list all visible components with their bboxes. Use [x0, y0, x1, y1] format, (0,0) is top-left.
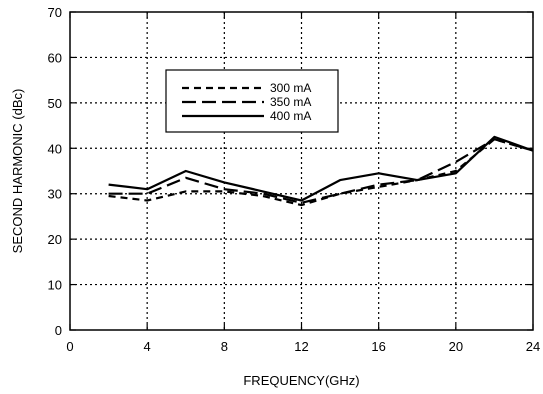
y-tick-label: 50 — [48, 96, 62, 111]
axis-ticks — [69, 11, 534, 331]
grid-lines — [70, 12, 533, 330]
x-tick-label: 12 — [294, 339, 308, 354]
y-axis-title: SECOND HARMONIC (dBc) — [10, 89, 25, 254]
y-tick-label: 40 — [48, 141, 62, 156]
y-tick-label: 60 — [48, 50, 62, 65]
y-tick-label: 10 — [48, 278, 62, 293]
y-tick-label: 30 — [48, 187, 62, 202]
x-axis-title: FREQUENCY(GHz) — [243, 373, 359, 388]
x-tick-label: 4 — [144, 339, 151, 354]
series-line-300-ma — [108, 138, 534, 207]
legend-label: 300 mA — [270, 81, 311, 95]
series-lines — [108, 135, 534, 207]
legend-label: 350 mA — [270, 95, 311, 109]
x-tick-label: 16 — [371, 339, 385, 354]
series-line-350-ma — [108, 138, 534, 204]
x-tick-label: 0 — [66, 339, 73, 354]
legend-label: 400 mA — [270, 109, 311, 123]
y-tick-label: 0 — [55, 323, 62, 338]
y-tick-label: 20 — [48, 232, 62, 247]
y-tick-label: 70 — [48, 5, 62, 20]
x-tick-label: 8 — [221, 339, 228, 354]
x-tick-label: 20 — [449, 339, 463, 354]
x-tick-label: 24 — [526, 339, 540, 354]
tick-labels: 0 4 8 12 16 20 24 0 10 20 30 40 50 60 70 — [48, 5, 541, 354]
series-line-400-ma — [108, 135, 534, 202]
